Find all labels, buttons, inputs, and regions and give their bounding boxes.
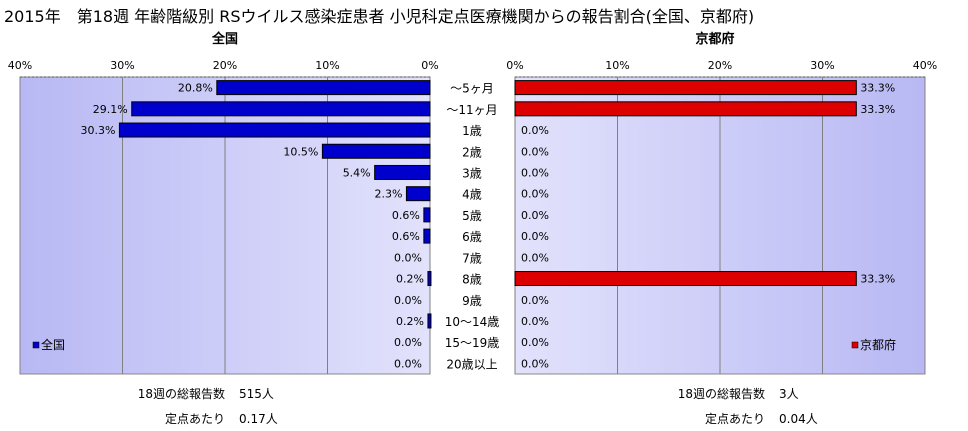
kyoto-data-label: 0.0%	[521, 145, 549, 158]
kyoto-data-label: 0.0%	[521, 230, 549, 243]
kyoto-data-label: 0.0%	[521, 251, 549, 264]
kyoto-data-label: 0.0%	[521, 188, 549, 201]
national-legend-swatch	[32, 341, 40, 349]
kyoto-data-label: 0.0%	[521, 294, 549, 307]
national-data-label: 0.2%	[396, 273, 424, 286]
category-label: ～5ヶ月	[450, 82, 494, 96]
national-total-label: 18週の総報告数	[137, 387, 225, 401]
category-label: 6歳	[462, 230, 482, 244]
national-data-label: 0.2%	[396, 315, 424, 328]
national-data-label: 0.0%	[394, 357, 422, 370]
kyoto-data-label: 33.3%	[860, 273, 895, 286]
category-label: 7歳	[462, 251, 482, 265]
national-total-value: 515人	[239, 387, 274, 401]
national-per-label: 定点あたり	[164, 412, 225, 426]
category-label: 1歳	[462, 124, 482, 138]
kyoto-data-label: 0.0%	[521, 166, 549, 179]
national-bar	[131, 101, 431, 117]
national-bar	[423, 207, 431, 223]
kyoto-data-label: 0.0%	[521, 209, 549, 222]
kyoto-data-label: 0.0%	[521, 357, 549, 370]
national-total-row: 18週の総報告数 515人	[100, 385, 274, 402]
national-bar	[118, 122, 431, 138]
national-bar	[423, 228, 431, 244]
kyoto-tick-label: 30%	[810, 59, 834, 72]
category-label: 8歳	[462, 273, 482, 287]
national-data-label: 0.0%	[394, 251, 422, 264]
category-label: ～11ヶ月	[446, 103, 497, 117]
national-data-label: 0.0%	[394, 336, 422, 349]
category-label: 15～19歳	[445, 336, 500, 350]
kyoto-tick-label: 10%	[605, 59, 629, 72]
national-tick-label: 10%	[315, 59, 339, 72]
kyoto-per-row: 定点あたり 0.04人	[640, 410, 818, 427]
category-label: 9歳	[462, 294, 482, 308]
national-bar	[427, 271, 432, 287]
category-label: 5歳	[462, 209, 482, 223]
kyoto-panel-title: 京都府	[695, 31, 734, 47]
kyoto-tick-label: 0%	[506, 59, 523, 72]
national-bar	[374, 164, 431, 180]
category-label: 2歳	[462, 145, 482, 159]
category-label: 3歳	[462, 166, 482, 180]
national-tick-label: 20%	[213, 59, 237, 72]
national-data-label: 20.8%	[178, 82, 213, 95]
kyoto-data-label: 33.3%	[860, 82, 895, 95]
category-label: 4歳	[462, 188, 482, 202]
national-tick-label: 30%	[110, 59, 134, 72]
national-data-label: 0.6%	[392, 209, 420, 222]
national-data-label: 29.1%	[93, 103, 128, 116]
kyoto-tick-label: 40%	[913, 59, 937, 72]
national-per-value: 0.17人	[239, 412, 278, 426]
national-data-label: 0.6%	[392, 230, 420, 243]
kyoto-tick-label: 20%	[708, 59, 732, 72]
page-title: 2015年 第18週 年齢階級別 RSウイルス感染症患者 小児科定点医療機関から…	[4, 7, 755, 26]
kyoto-data-label: 0.0%	[521, 336, 549, 349]
kyoto-legend-swatch	[851, 341, 859, 349]
kyoto-data-label: 33.3%	[860, 103, 895, 116]
national-data-label: 2.3%	[374, 188, 402, 201]
national-bar	[427, 313, 432, 329]
kyoto-per-label: 定点あたり	[704, 412, 765, 426]
national-legend-label: 全国	[41, 337, 65, 352]
national-data-label: 0.0%	[394, 294, 422, 307]
kyoto-data-label: 0.0%	[521, 315, 549, 328]
national-data-label: 5.4%	[343, 166, 371, 179]
national-per-row: 定点あたり 0.17人	[100, 410, 278, 427]
kyoto-total-value: 3人	[779, 387, 799, 401]
kyoto-legend-label: 京都府	[860, 337, 896, 352]
kyoto-bar	[514, 101, 857, 117]
kyoto-data-label: 0.0%	[521, 124, 549, 137]
national-tick-label: 0%	[421, 59, 438, 72]
kyoto-bar	[514, 271, 857, 287]
national-bar	[321, 143, 431, 159]
kyoto-per-value: 0.04人	[779, 412, 818, 426]
national-panel-title: 全国	[211, 31, 238, 47]
national-bar	[216, 80, 431, 96]
category-label: 20歳以上	[446, 357, 497, 371]
national-tick-label: 40%	[8, 59, 32, 72]
kyoto-total-row: 18週の総報告数 3人	[640, 385, 799, 402]
kyoto-bar	[514, 80, 857, 96]
national-bar	[405, 186, 431, 202]
national-data-label: 10.5%	[283, 145, 318, 158]
category-label: 10～14歳	[445, 315, 500, 329]
kyoto-total-label: 18週の総報告数	[677, 387, 765, 401]
national-data-label: 30.3%	[80, 124, 115, 137]
